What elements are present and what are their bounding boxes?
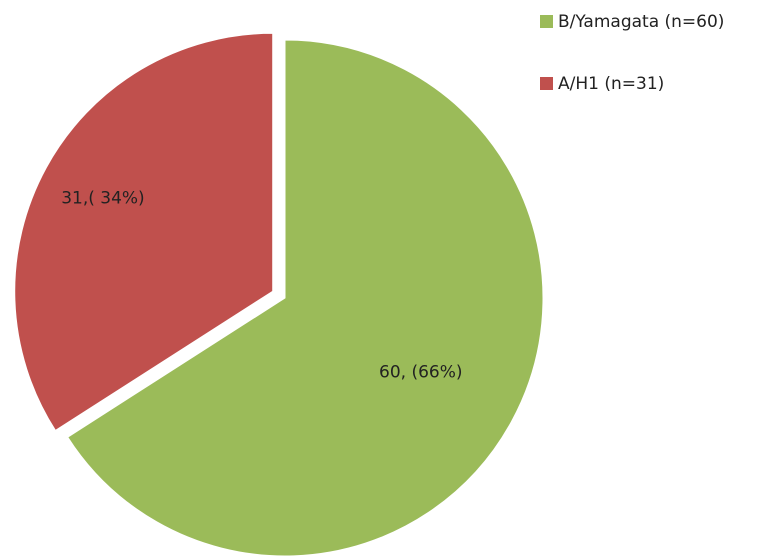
pie-slice bbox=[14, 32, 274, 432]
pie-slice bbox=[67, 39, 544, 556]
legend-swatch bbox=[540, 15, 553, 28]
legend-label: A/H1 (n=31) bbox=[558, 74, 664, 94]
data-label: 31,( 34%) bbox=[61, 188, 145, 208]
legend-label: B/Yamagata (n=60) bbox=[558, 12, 724, 32]
legend-swatch bbox=[540, 77, 553, 90]
data-label: 60, (66%) bbox=[379, 362, 463, 382]
